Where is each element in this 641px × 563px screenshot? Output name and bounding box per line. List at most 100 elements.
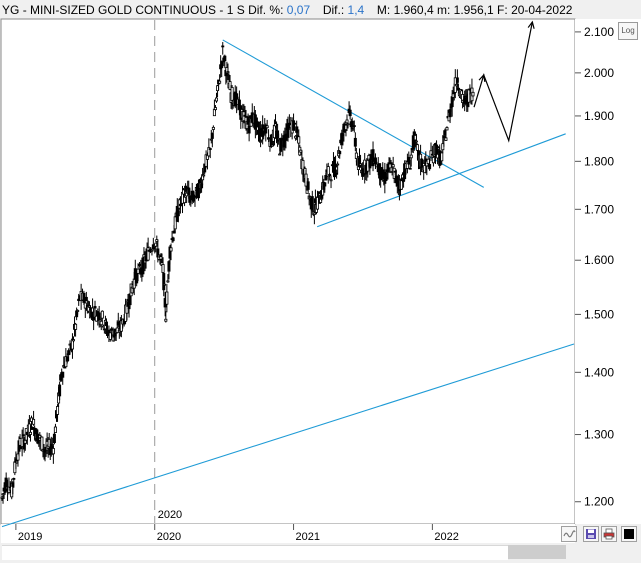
instrument-name: MINI-SIZED GOLD CONTINUOUS: [30, 3, 217, 17]
candle-body: [169, 247, 173, 252]
candle-body: [65, 356, 69, 362]
candle-body: [408, 167, 412, 170]
candle-body: [221, 45, 225, 48]
candle-body: [200, 183, 204, 189]
black-square-icon[interactable]: [621, 526, 637, 542]
candle-body: [161, 264, 165, 273]
save-icon[interactable]: [583, 526, 599, 542]
candle-body: [58, 384, 62, 397]
candle-body: [471, 91, 475, 97]
trendline-long-term-support: [1, 343, 575, 528]
candle-body: [444, 137, 448, 141]
y-tick-label: 1.700: [584, 202, 614, 216]
candle-body: [414, 140, 418, 143]
candle-body: [82, 292, 86, 303]
header-dash: -: [22, 3, 27, 17]
candle-body: [409, 154, 413, 159]
x-axis: 2019 2020 2021 2022: [15, 524, 459, 543]
dif-label: Dif.:: [322, 3, 345, 17]
candle-body: [426, 158, 430, 164]
candle-body: [352, 125, 356, 127]
candle-body: [445, 127, 449, 131]
candle-body: [407, 157, 411, 165]
candle-body: [108, 332, 112, 340]
candle-body: [354, 152, 358, 159]
candle-body: [32, 418, 36, 425]
candle-body: [21, 434, 25, 437]
print-icon[interactable]: [601, 526, 617, 542]
y-tick-label: 1.500: [584, 307, 614, 321]
candle-body: [353, 137, 357, 147]
candle-body: [391, 164, 395, 168]
candle-body: [334, 164, 338, 168]
candle-body: [448, 109, 452, 118]
scrollbar-thumb[interactable]: [508, 545, 566, 559]
candle-body: [137, 263, 141, 266]
symbol: YG: [2, 3, 20, 17]
candle-body: [92, 316, 96, 321]
date-label: F:: [497, 3, 508, 17]
candle-body: [328, 173, 332, 177]
projection-arrowhead-end: [527, 20, 535, 29]
candle-body: [110, 328, 114, 331]
candle-body: [293, 122, 297, 125]
y-tick-label: 1.200: [584, 495, 614, 509]
candle-body: [388, 163, 392, 169]
horizontal-scrollbar[interactable]: [2, 545, 508, 560]
x-axis-panel: [1, 524, 575, 543]
candle-body: [440, 152, 444, 162]
candle-body: [127, 306, 131, 310]
candle-body: [346, 123, 350, 126]
candle-body: [40, 436, 44, 452]
candle-body: [230, 87, 234, 101]
x-tick-label: 2019: [18, 531, 42, 543]
candle-body: [210, 133, 214, 139]
candle-body: [226, 71, 230, 74]
candle-body: [104, 321, 108, 327]
candle-body: [53, 426, 57, 433]
candle-body: [202, 174, 206, 177]
candle-body: [28, 431, 32, 435]
y-tick-label: 1.600: [584, 253, 614, 267]
candles: [0, 42, 475, 504]
candle-body: [141, 257, 145, 275]
candle-body: [312, 212, 316, 215]
candle-body: [52, 433, 56, 444]
y-axis-panel: [575, 19, 641, 524]
plot-area: [0, 18, 576, 525]
candle-body: [93, 306, 97, 309]
wave-icon[interactable]: [561, 526, 577, 542]
candle-body: [84, 296, 88, 302]
min-label: m:: [436, 3, 451, 17]
candle-body: [399, 180, 403, 190]
candle-body: [338, 151, 342, 155]
candle-body: [310, 196, 314, 211]
candle-body: [323, 182, 327, 187]
dif-pct-value: 0,07: [286, 3, 311, 17]
candle-body: [74, 323, 78, 330]
x-tick-label: 2020: [157, 531, 181, 543]
candle-body: [306, 181, 310, 190]
candle-body: [164, 318, 168, 322]
candle-body: [336, 163, 340, 166]
max-label: M:: [376, 3, 391, 17]
candle-body: [415, 144, 419, 151]
y-tick-label: 1.800: [584, 154, 614, 168]
candle-body: [146, 247, 150, 261]
candle-body: [166, 280, 170, 283]
y-tick-label: 2.100: [584, 25, 614, 39]
candle-body: [12, 478, 16, 480]
y-tick-label: 1.300: [584, 428, 614, 442]
projection-arrowhead-mid: [478, 73, 486, 82]
date-value: 20-04-2022: [511, 3, 573, 17]
y-tick-label: 1.900: [584, 109, 614, 123]
candle-body: [431, 157, 435, 164]
candle-body: [136, 268, 140, 274]
candle-body: [162, 283, 166, 286]
candle-body: [264, 124, 268, 134]
candle-body: [76, 310, 80, 312]
chart-header: YG - MINI-SIZED GOLD CONTINUOUS - 1 S Di…: [2, 1, 572, 19]
period: 1 S: [226, 3, 245, 17]
log-scale-button[interactable]: Log: [618, 22, 638, 40]
